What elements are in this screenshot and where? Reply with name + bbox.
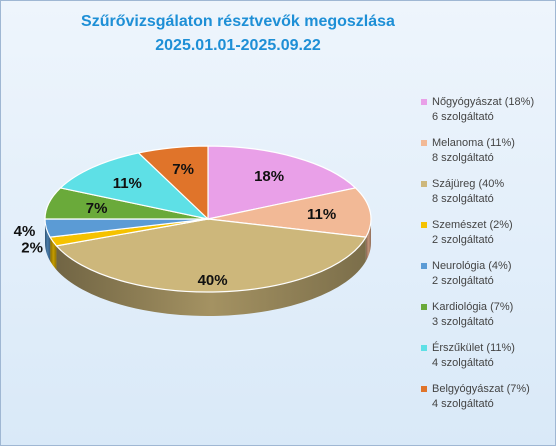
legend-label: Szemészet (2%) 2 szolgáltató xyxy=(432,218,513,248)
pie-slice-2 xyxy=(55,218,367,293)
legend-label: Belgyógyászat (7%) 4 szolgáltató xyxy=(432,382,530,412)
legend-label-line2: 8 szolgáltató xyxy=(432,193,494,205)
legend-label: Érszűkület (11%) 4 szolgáltató xyxy=(432,341,515,371)
legend-label: Melanoma (11%) 8 szolgáltató xyxy=(432,136,515,166)
data-label-3: 2% xyxy=(21,240,43,257)
legend-label-line2: 4 szolgáltató xyxy=(432,398,494,410)
legend-label-line1: Érszűkület (11%) xyxy=(432,342,515,354)
chart-title-line2: 2025.01.01-2025.09.22 xyxy=(155,37,321,54)
data-label-5: 7% xyxy=(86,200,108,217)
legend-label-line1: Szájüreg (40% xyxy=(432,178,505,190)
data-label-4: 4% xyxy=(14,223,36,240)
pie-top xyxy=(44,145,372,293)
chart-title: Szűrővizsgálaton résztvevők megoszlása 2… xyxy=(1,10,475,58)
data-label-6: 11% xyxy=(113,175,142,192)
data-label-0: 18% xyxy=(254,168,284,185)
legend-item: Melanoma (11%) 8 szolgáltató xyxy=(421,136,555,177)
legend-item: Érszűkület (11%) 4 szolgáltató xyxy=(421,341,555,382)
legend-item: Szájüreg (40% 8 szolgáltató xyxy=(421,177,555,218)
legend-label-line2: 3 szolgáltató xyxy=(432,316,494,328)
legend-label: Nőgyógyászat (18%) 6 szolgáltató xyxy=(432,95,534,125)
legend-item: Szemészet (2%) 2 szolgáltató xyxy=(421,218,555,259)
legend-swatch xyxy=(421,345,427,351)
chart-title-line1: Szűrővizsgálaton résztvevők megoszlása xyxy=(81,13,395,30)
legend-label-line2: 2 szolgáltató xyxy=(432,275,494,287)
pie-slice-7 xyxy=(137,145,209,221)
legend-label-line2: 6 szolgáltató xyxy=(432,111,494,123)
pie-labels: 18% 11% 40% 2%4% 7% 11% 7% xyxy=(14,161,337,289)
data-label-2: 40% xyxy=(198,272,228,289)
legend-item: Kardiológia (7%) 3 szolgáltató xyxy=(421,300,555,341)
pie-slice-6 xyxy=(59,152,210,221)
legend-swatch xyxy=(421,181,427,187)
legend-swatch xyxy=(421,304,427,310)
legend-label-line1: Neurológia (4%) xyxy=(432,260,512,272)
legend-swatch xyxy=(421,140,427,146)
pie-chart: 18% 11% 40% 2%4% 7% 11% 7% xyxy=(14,145,372,317)
legend: Nőgyógyászat (18%) 6 szolgáltató Melanoma … xyxy=(421,95,555,423)
legend-swatch xyxy=(421,222,427,228)
legend-label: Szájüreg (40% 8 szolgáltató xyxy=(432,177,504,207)
pie-slice-0 xyxy=(207,145,357,220)
legend-label-line1: Belgyógyászat (7%) xyxy=(432,383,530,395)
legend-swatch xyxy=(421,386,427,392)
legend-label-line2: 8 szolgáltató xyxy=(432,152,494,164)
pie-side-3 xyxy=(50,237,57,270)
legend-label-line1: Melanoma (11%) xyxy=(432,137,515,149)
legend-item: Nőgyógyászat (18%) 6 szolgáltató xyxy=(421,95,555,136)
legend-label-line1: Szemészet (2%) xyxy=(432,219,513,231)
pie-slice-1 xyxy=(207,187,372,238)
legend-label-line2: 2 szolgáltató xyxy=(432,234,494,246)
legend-item: Belgyógyászat (7%) 4 szolgáltató xyxy=(421,382,555,423)
legend-item: Neurológia (4%) 2 szolgáltató xyxy=(421,259,555,300)
legend-swatch xyxy=(421,263,427,269)
pie-side-2 xyxy=(56,237,366,317)
legend-label: Kardiológia (7%) 3 szolgáltató xyxy=(432,300,513,330)
legend-label-line2: 4 szolgáltató xyxy=(432,357,494,369)
legend-label-line1: Kardiológia (7%) xyxy=(432,301,514,313)
data-label-1: 11% xyxy=(307,206,336,223)
legend-swatch xyxy=(421,99,427,105)
data-label-7: 7% xyxy=(172,161,194,178)
legend-label-line1: Nőgyógyászat (18%) xyxy=(432,96,535,108)
legend-label: Neurológia (4%) 2 szolgáltató xyxy=(432,259,511,289)
